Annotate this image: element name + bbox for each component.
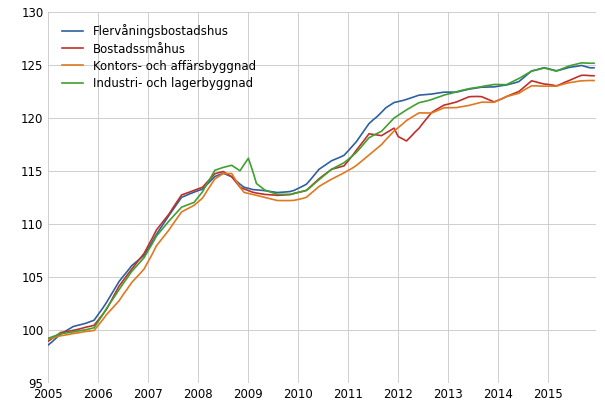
- Line: Flervåningsbostadshus: Flervåningsbostadshus: [48, 65, 594, 345]
- Line: Industri- och lagerbyggnad: Industri- och lagerbyggnad: [48, 63, 594, 338]
- Line: Bostadssmåhus: Bostadssmåhus: [48, 75, 594, 341]
- Legend: Flervåningsbostadshus, Bostadssmåhus, Kontors- och affärsbyggnad, Industri- och : Flervåningsbostadshus, Bostadssmåhus, Ko…: [57, 20, 261, 94]
- Line: Kontors- och affärsbyggnad: Kontors- och affärsbyggnad: [48, 81, 594, 339]
